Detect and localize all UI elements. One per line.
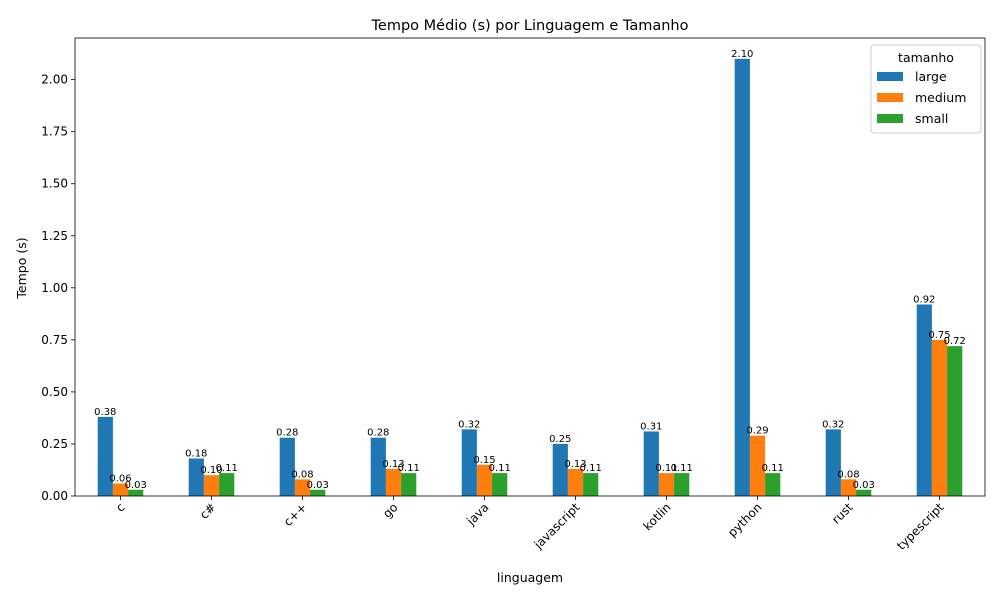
bar-small — [674, 473, 690, 496]
bar-value-label: 0.11 — [216, 463, 238, 474]
legend-label-medium: medium — [915, 90, 966, 105]
bar-large — [370, 437, 386, 496]
bar-value-label: 0.03 — [853, 480, 875, 491]
x-tick-label: rust — [829, 500, 856, 527]
bar-medium — [931, 339, 948, 496]
bar-small — [492, 473, 508, 496]
bar-large — [279, 437, 295, 496]
x-tick-label: kotlin — [640, 500, 673, 533]
plot-area: 0.00 0.25 0.50 0.75 1.00 1.25 1.50 1.75 2.00 0.38… — [41, 37, 986, 553]
bar-small — [856, 489, 872, 496]
y-tick-label: 1.50 — [41, 177, 68, 191]
bar-value-label: 0.11 — [655, 463, 677, 474]
bar-value-label: 0.10 — [200, 465, 222, 476]
bar-small — [765, 473, 781, 496]
bar-value-label: 0.92 — [913, 294, 935, 305]
legend: tamanho large medium small — [870, 44, 982, 134]
bar-value-label: 0.11 — [762, 463, 784, 474]
bar-value-label: 0.75 — [928, 330, 950, 341]
x-tick-label: python — [725, 500, 765, 540]
bar-value-label: 0.18 — [185, 449, 207, 460]
bar-value-label: 0.15 — [473, 455, 495, 466]
bar-value-label: 0.08 — [837, 469, 859, 480]
bar-value-label: 0.08 — [291, 469, 313, 480]
bar-value-label: 0.32 — [822, 419, 844, 430]
bar-small — [219, 473, 235, 496]
bar-value-label: 0.29 — [746, 426, 768, 437]
y-tick-label: 1.00 — [41, 281, 68, 295]
bar-large — [552, 443, 568, 496]
x-tick-label: typescript — [894, 500, 947, 553]
bar-value-label: 0.11 — [398, 463, 420, 474]
x-axis-label: linguagem — [497, 570, 563, 585]
bar-medium — [840, 479, 857, 496]
y-tick-label: 1.75 — [41, 125, 68, 139]
bar-value-label: 0.28 — [276, 428, 298, 439]
bar-value-label: 0.11 — [671, 463, 693, 474]
x-tick-label: go — [380, 500, 400, 520]
bar-value-label: 0.13 — [564, 459, 586, 470]
y-tick-label: 1.25 — [41, 229, 68, 243]
bar-large — [643, 431, 659, 496]
bar-large — [916, 304, 932, 496]
bar-value-label: 0.38 — [94, 407, 116, 418]
bar-value-label: 0.11 — [489, 463, 511, 474]
bar-medium — [112, 483, 129, 496]
bar-small — [401, 473, 417, 496]
bar-medium — [294, 479, 311, 496]
bar-large — [825, 429, 841, 496]
y-tick-label: 0.75 — [41, 333, 68, 347]
legend-swatch-large — [877, 72, 903, 81]
bar-large — [97, 416, 113, 496]
axes-frame — [74, 37, 986, 497]
x-tick-label: java — [463, 500, 491, 528]
x-tick-label: javascript — [531, 500, 583, 552]
bar-value-label: 0.03 — [125, 480, 147, 491]
bar-value-label: 0.13 — [382, 459, 404, 470]
bar-value-label: 0.72 — [944, 336, 966, 347]
bar-value-label: 0.25 — [549, 434, 571, 445]
bar-large — [188, 458, 204, 496]
y-axis-label: Tempo (s) — [14, 237, 29, 299]
legend-frame — [870, 44, 982, 134]
legend-title: tamanho — [898, 50, 954, 65]
y-tick-label: 0.50 — [41, 385, 68, 399]
bar-value-label: 0.31 — [640, 421, 662, 432]
bar-value-label: 0.28 — [367, 428, 389, 439]
bar-value-label: 0.32 — [458, 419, 480, 430]
y-tick-label: 0.00 — [41, 489, 68, 503]
bar-large — [461, 429, 477, 496]
bar-value-label: 2.10 — [731, 49, 753, 60]
x-tick-label: c# — [197, 500, 219, 522]
chart-title: Tempo Médio (s) por Linguagem e Tamanho — [371, 18, 689, 34]
bar-medium — [385, 468, 402, 496]
x-tick-label: c — [113, 500, 128, 515]
legend-swatch-medium — [877, 93, 903, 102]
bar-small — [128, 489, 144, 496]
legend-label-large: large — [915, 69, 947, 84]
bar-medium — [658, 473, 675, 496]
bar-medium — [476, 464, 493, 496]
bar-medium — [203, 475, 220, 496]
y-tick-label: 0.25 — [41, 437, 68, 451]
x-tick-label: c++ — [281, 500, 310, 529]
bar-small — [310, 489, 326, 496]
y-tick-label: 2.00 — [41, 73, 68, 87]
bar-small — [583, 473, 599, 496]
bar-value-label: 0.06 — [109, 474, 131, 485]
bar-small — [947, 346, 963, 496]
bar-large — [734, 58, 750, 497]
bar-value-label: 0.03 — [307, 480, 329, 491]
bar-value-label: 0.11 — [580, 463, 602, 474]
bar-medium — [749, 435, 766, 496]
legend-label-small: small — [915, 111, 948, 126]
bar-medium — [567, 468, 584, 496]
legend-swatch-small — [877, 114, 903, 123]
